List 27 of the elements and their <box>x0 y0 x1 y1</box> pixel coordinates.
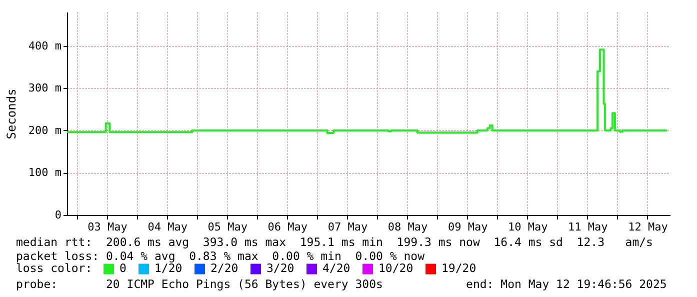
legend-label: 0 <box>120 261 126 276</box>
y-tick-label: 200 m <box>28 124 62 137</box>
text: median rtt: 200.6 ms avg 393.0 ms max 195.1 ms min 199.3 ms now 16.4 ms sd 12.3 am/s <box>16 235 653 249</box>
x-tick-label: 10 May <box>508 220 548 234</box>
x-tick-label: 04 May <box>148 220 188 234</box>
x-tick-label: 11 May <box>568 220 608 234</box>
text: probe: 20 ICMP Echo Pings (56 Bytes) every 300s end: Mon May 12 19:46:56 2025 <box>16 277 667 291</box>
y-tick-label: 0 <box>54 208 62 222</box>
x-tick-label: 12 May <box>628 220 668 234</box>
legend-label: 3/20 <box>266 261 294 276</box>
legend-label: 10/20 <box>378 261 414 276</box>
legend-label: 4/20 <box>322 261 350 276</box>
y-tick-label: 100 m <box>28 166 62 180</box>
x-tick-label: 03 May <box>88 220 128 234</box>
y-tick-label: 400 m <box>28 39 62 52</box>
x-tick-label: 09 May <box>448 220 488 234</box>
y-axis-title: Seconds <box>4 88 18 140</box>
legend-label: 19/20 <box>442 261 476 276</box>
x-tick-label: 08 May <box>388 220 428 234</box>
legend-title: loss color: <box>16 261 92 275</box>
x-tick-label: 06 May <box>268 220 308 234</box>
legend-label: 1/20 <box>154 261 182 276</box>
x-tick-label: 05 May <box>208 220 248 234</box>
x-tick-label: 07 May <box>328 220 368 234</box>
legend-label: 2/20 <box>210 261 238 276</box>
y-tick-label: 300 m <box>28 82 62 95</box>
text: packet loss: 0.04 % avg 0.83 % max 0.00 % min 0.00 % now <box>16 249 424 263</box>
